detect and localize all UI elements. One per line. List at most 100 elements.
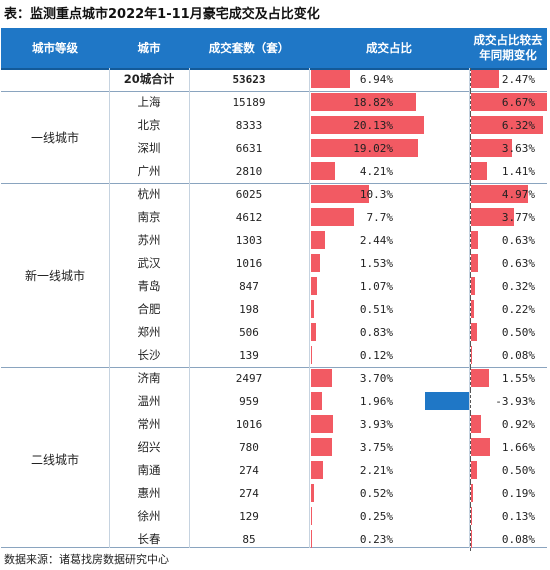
share-value: 0.51%: [359, 303, 393, 316]
change-axis: [470, 183, 471, 206]
city-name: 济南: [137, 371, 161, 385]
units-sold: 6631: [235, 142, 263, 155]
change-value: 0.63%: [501, 257, 535, 270]
change-bar: [471, 277, 475, 295]
change-bar: [471, 254, 479, 272]
tier-label: 一线城市: [30, 130, 79, 145]
share-value: 1.96%: [359, 395, 393, 408]
table-row: 绍兴 780 3.75% 1.66%: [1, 436, 547, 459]
share-value: 4.21%: [359, 165, 393, 178]
share-bar: [311, 254, 320, 272]
change-axis: [470, 275, 471, 298]
change-value: 6.32%: [501, 119, 535, 132]
city-name: 苏州: [137, 233, 161, 247]
change-value: 0.19%: [501, 487, 535, 500]
change-bar: [471, 208, 514, 226]
share-value: 0.12%: [359, 349, 393, 362]
units-sold: 1016: [235, 257, 263, 270]
units-sold: 847: [239, 280, 259, 293]
table-row: 深圳 6631 19.02% 3.63%: [1, 137, 547, 160]
table-row: 杭州 6025 10.3% 4.97%: [1, 183, 547, 206]
table-row: 惠州 274 0.52% 0.19%: [1, 482, 547, 505]
change-axis: [470, 137, 471, 160]
change-axis: [470, 367, 471, 390]
group-divider: [1, 183, 547, 184]
units-sold: 8333: [235, 119, 263, 132]
change-value: 0.22%: [501, 303, 535, 316]
change-axis: [470, 390, 471, 413]
table-row: 广州 2810 4.21% 1.41%: [1, 160, 547, 183]
city-name: 青岛: [137, 279, 161, 293]
change-axis: [470, 114, 471, 137]
table-row: 青岛 847 1.07% 0.32%: [1, 275, 547, 298]
units-sold: 274: [239, 464, 259, 477]
change-bar: [471, 185, 528, 203]
change-value: -3.93%: [495, 395, 535, 408]
table-body-frame: [1, 68, 547, 548]
share-bar: [311, 300, 314, 318]
change-bar: [471, 438, 490, 456]
table-row: 济南 2497 3.70% 1.55%: [1, 367, 547, 390]
change-axis: [470, 528, 471, 551]
change-bar: [471, 300, 474, 318]
share-value: 10.3%: [359, 188, 393, 201]
share-bar: [311, 162, 335, 180]
city-name: 绍兴: [137, 440, 161, 454]
column-divider: [109, 68, 110, 548]
share-value: 18.82%: [353, 96, 393, 109]
change-value: 4.97%: [501, 188, 535, 201]
change-bar: [471, 231, 479, 249]
city-name: 常州: [137, 417, 161, 431]
table-row: 常州 1016 3.93% 0.92%: [1, 413, 547, 436]
share-bar: [311, 369, 332, 387]
share-value: 2.21%: [359, 464, 393, 477]
city-name: 南通: [137, 463, 161, 477]
table-row: 长春 85 0.23% 0.08%: [1, 528, 547, 551]
city-name: 20城合计: [123, 72, 175, 86]
units-sold: 129: [239, 510, 259, 523]
city-name: 深圳: [137, 141, 161, 155]
table-row: 上海 15189 18.82% 6.67%: [1, 91, 548, 114]
change-axis: [470, 344, 471, 367]
share-bar: [311, 438, 332, 456]
group-divider: [1, 91, 547, 92]
change-bar: [471, 323, 477, 341]
change-axis: [470, 459, 471, 482]
city-name: 长沙: [137, 348, 161, 362]
change-value: 0.08%: [501, 349, 535, 362]
change-value: 1.66%: [501, 441, 535, 454]
tier-label: 新一线城市: [24, 268, 85, 283]
change-bar: [471, 530, 472, 548]
units-sold: 959: [239, 395, 259, 408]
share-bar: [311, 70, 350, 88]
table-row: 温州 959 1.96% -3.93%: [1, 390, 547, 413]
change-value: 0.13%: [501, 510, 535, 523]
units-sold: 274: [239, 487, 259, 500]
share-value: 3.70%: [359, 372, 393, 385]
city-name: 郑州: [137, 325, 161, 339]
change-axis: [470, 505, 471, 528]
city-name: 温州: [137, 394, 161, 408]
share-value: 6.94%: [359, 73, 393, 86]
total-row: 20城合计 53623 6.94% 2.47%: [1, 68, 547, 91]
table-row: 北京 8333 20.13% 6.32%: [1, 114, 547, 137]
header-tier: 城市等级: [32, 40, 78, 55]
share-bar: [311, 415, 333, 433]
change-value: 0.50%: [501, 326, 535, 339]
city-name: 上海: [137, 95, 161, 109]
table-row: 合肥 198 0.51% 0.22%: [1, 298, 547, 321]
share-value: 0.25%: [359, 510, 393, 523]
share-value: 3.93%: [359, 418, 393, 431]
change-bar: [471, 369, 489, 387]
table-row: 郑州 506 0.83% 0.50%: [1, 321, 547, 344]
city-name: 徐州: [137, 509, 161, 523]
share-value: 0.52%: [359, 487, 393, 500]
group-divider: [1, 367, 547, 368]
change-value: 3.63%: [501, 142, 535, 155]
table-title: 表：监测重点城市2022年1-11月豪宅成交及占比变化: [4, 7, 320, 22]
change-axis: [470, 298, 471, 321]
change-axis: [470, 252, 471, 275]
table-row: 南京 4612 7.7% 3.77%: [1, 206, 547, 229]
share-value: 0.83%: [359, 326, 393, 339]
units-sold: 85: [242, 533, 256, 546]
